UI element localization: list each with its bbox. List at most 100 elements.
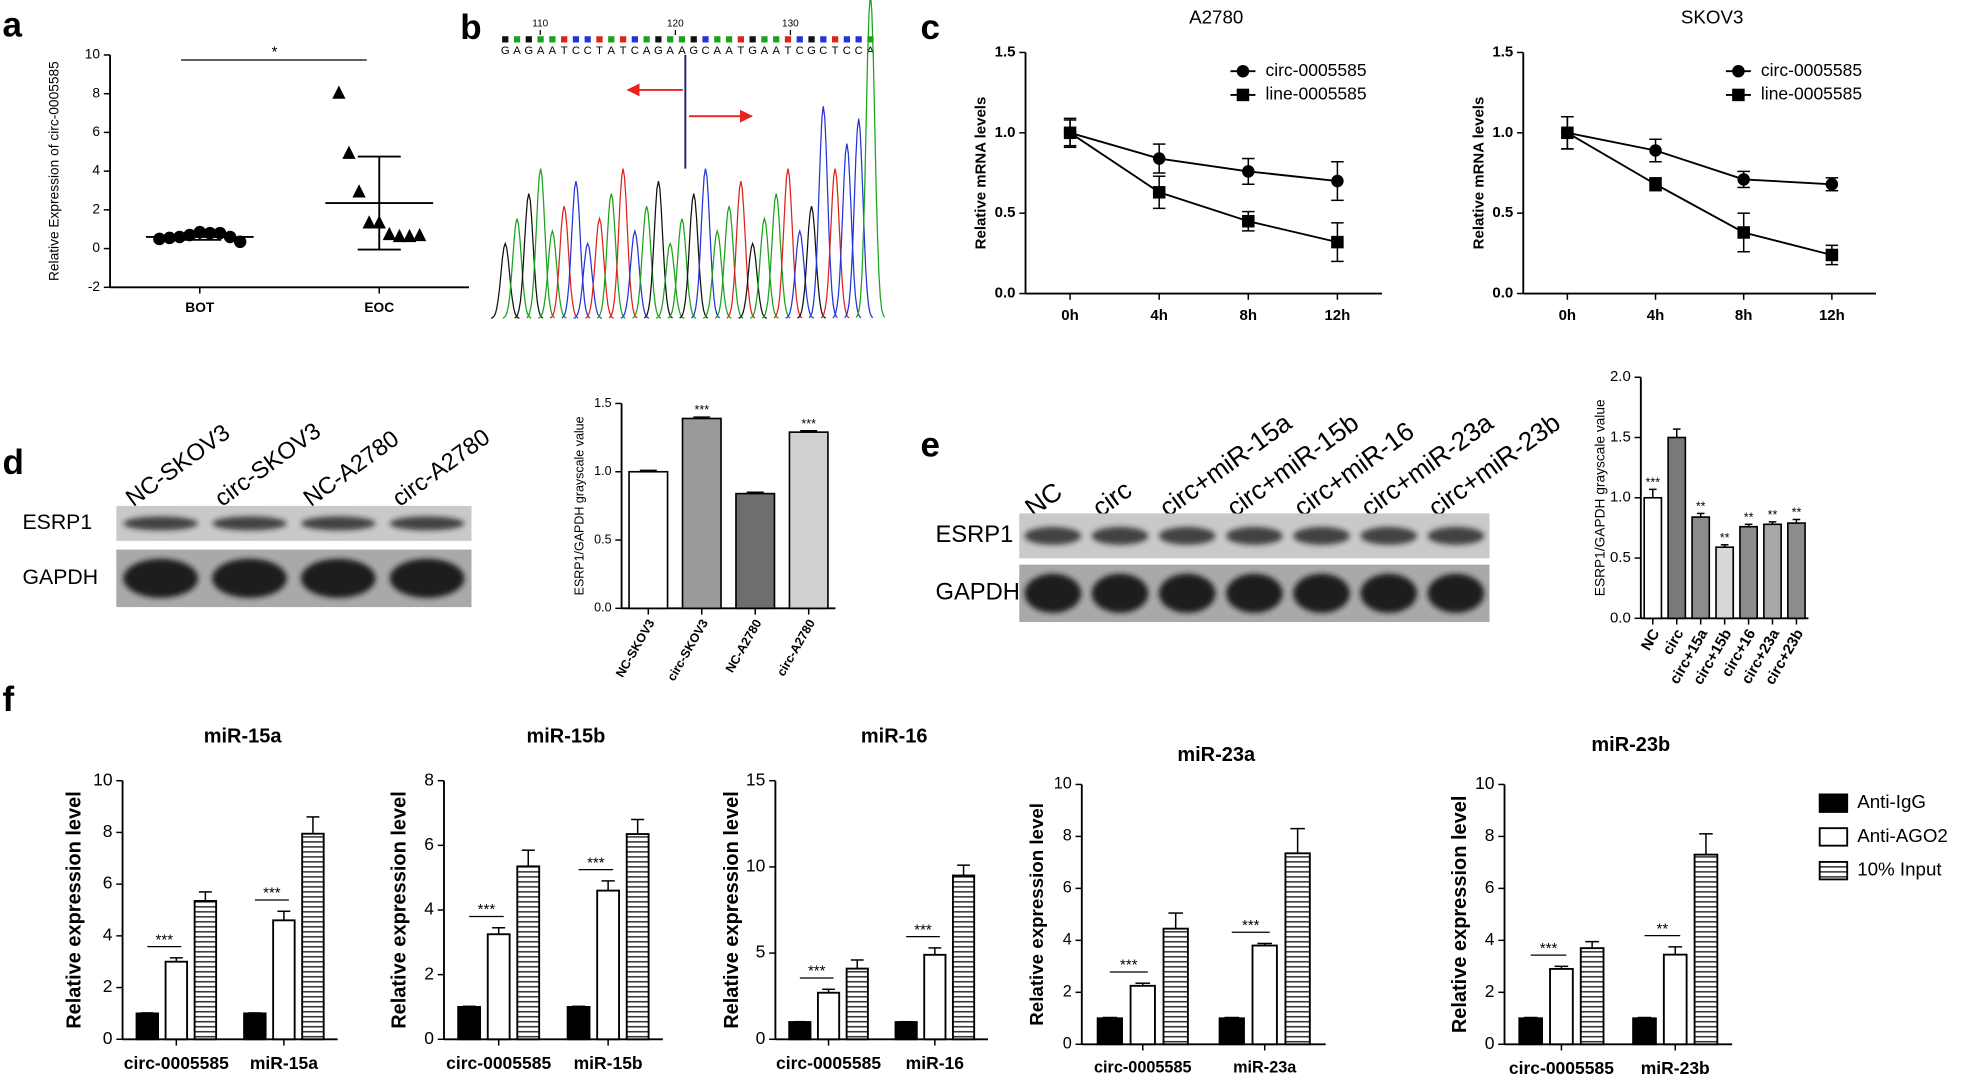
significance-label: *** [914, 921, 932, 938]
base-letter: T [561, 45, 568, 57]
y-tick-label: 6 [1063, 879, 1072, 897]
bar [923, 953, 947, 1041]
base-letter: C [631, 45, 639, 57]
y-tick-label: 4 [1063, 931, 1072, 949]
trace-peak [490, 241, 520, 319]
bar [1218, 1017, 1245, 1046]
y-tick-label: 0 [424, 1028, 434, 1048]
bar [1739, 525, 1759, 620]
data-point [352, 184, 366, 198]
data-point [412, 227, 427, 242]
trace-peak [596, 193, 626, 319]
y-tick-label: 1.0 [995, 124, 1016, 141]
blot-band [1293, 573, 1350, 613]
base-box [867, 36, 874, 43]
x-tick-label: circ-0005585 [124, 1053, 229, 1073]
trace-peak [643, 180, 673, 319]
significance-label: *** [156, 931, 174, 948]
blot-band [1427, 526, 1485, 545]
blot-row-label: GAPDH [935, 580, 1019, 606]
base-letter: A [537, 45, 545, 57]
trace-peak [632, 205, 662, 319]
bar [164, 960, 189, 1041]
data-point [1063, 126, 1077, 140]
bar [1691, 516, 1711, 620]
bar [1284, 852, 1311, 1046]
base-letter: G [807, 45, 816, 57]
base-box [749, 36, 756, 43]
trace-peak [655, 241, 685, 319]
base-box [513, 36, 521, 43]
base-box [773, 36, 780, 43]
base-box [584, 36, 591, 43]
base-letter: T [832, 45, 839, 57]
significance-label: ** [1744, 510, 1754, 524]
data-point [1152, 186, 1166, 199]
significance-label: *** [801, 417, 816, 431]
bar [457, 1006, 482, 1041]
significance-label: *** [694, 403, 709, 417]
blot-band [1024, 573, 1082, 613]
blot-band [1427, 573, 1485, 613]
trace-peak [714, 205, 744, 319]
y-tick-label: 10 [746, 856, 766, 876]
x-tick-label: 12h [1324, 307, 1350, 324]
y-axis-label: ESRP1/GAPDH grayscale value [1592, 399, 1607, 596]
trace-peak [702, 228, 732, 319]
data-point [1737, 226, 1750, 239]
base-box [714, 36, 721, 43]
blot-band [212, 558, 287, 598]
chart-title: miR-15a [204, 725, 283, 747]
trace-peak [844, 118, 874, 319]
significance-label: ** [1768, 508, 1778, 522]
blot-row-label: ESRP1 [23, 510, 93, 534]
y-tick-label: 10 [1054, 775, 1072, 793]
bar [1251, 944, 1278, 1046]
significance-label: *** [1540, 940, 1558, 957]
base-box [808, 36, 815, 43]
blot-band [123, 558, 199, 598]
data-point [1242, 165, 1255, 178]
x-tick-label: BOT [185, 300, 215, 315]
trace-peak [855, 0, 886, 318]
base-box [820, 36, 827, 43]
data-point [1737, 173, 1750, 186]
legend-swatch [1818, 860, 1849, 881]
base-letter: G [748, 45, 757, 57]
y-tick-label: 0.0 [594, 601, 611, 615]
chart-panel: -2 0 2 4 6 8 10 Relative Expression of circ-000… [47, 43, 469, 315]
base-letter: A [666, 45, 674, 57]
series-line [1069, 131, 1338, 182]
significance-label: *** [808, 963, 826, 980]
sequence-tick-label: 120 [667, 18, 684, 29]
bar [1715, 546, 1735, 620]
blot-band [1158, 573, 1216, 613]
data-point [1649, 144, 1662, 157]
bar [1129, 984, 1156, 1046]
x-tick-label: miR-23a [1233, 1058, 1297, 1076]
y-tick-label: 1.5 [594, 396, 611, 410]
legend-label: 10% Input [1857, 859, 1942, 880]
y-tick-label: 1.0 [594, 464, 611, 478]
sequence-tick-label: 110 [532, 18, 548, 29]
y-tick-label: 10 [85, 47, 101, 62]
data-point [362, 215, 376, 229]
legend-marker [1732, 64, 1745, 78]
blot-band [1226, 573, 1283, 613]
bar [951, 874, 976, 1041]
x-tick-label: 8h [1735, 307, 1753, 324]
base-box [643, 36, 650, 43]
base-box [596, 36, 603, 43]
y-tick-label: 2 [1063, 983, 1072, 1001]
trace-peak [667, 218, 697, 319]
data-point [1331, 235, 1344, 249]
data-point [1242, 214, 1255, 228]
base-box [761, 36, 768, 43]
base-letter: A [725, 45, 733, 57]
x-tick-label: circ-0005585 [1509, 1058, 1614, 1078]
y-tick-label: 0 [1485, 1033, 1495, 1053]
significance-label: ** [1696, 500, 1706, 514]
y-tick-label: 6 [92, 124, 100, 139]
